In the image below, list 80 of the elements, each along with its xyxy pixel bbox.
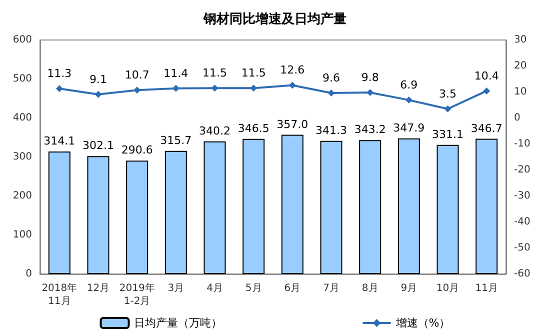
y2-tick-label: 10 xyxy=(514,86,527,98)
legend-label: 日均产量（万吨） xyxy=(134,316,222,330)
data-label: 10.4 xyxy=(474,69,499,82)
data-label: 11.5 xyxy=(202,66,227,80)
data-label: 11.5 xyxy=(241,66,266,80)
y2-tick-label: -20 xyxy=(514,164,530,176)
data-label: 9.6 xyxy=(322,72,340,85)
y-tick-label: 100 xyxy=(12,230,32,240)
data-label: 3.5 xyxy=(439,87,456,100)
bar xyxy=(359,140,382,274)
point xyxy=(56,85,63,92)
data-label: 314.1 xyxy=(44,134,76,148)
y-tick-label: 300 xyxy=(12,152,32,162)
data-label: 11.3 xyxy=(47,67,72,80)
y2-tick-label: -50 xyxy=(514,242,530,254)
bar xyxy=(48,152,70,274)
data-label: 6.9 xyxy=(400,78,418,92)
y2-tick-label: 0 xyxy=(514,112,520,124)
bar xyxy=(242,138,265,274)
y2-tick-label: 20 xyxy=(514,60,527,72)
chart-title: 钢材同比增速及日均产量 xyxy=(202,11,346,27)
bar xyxy=(281,134,304,274)
data-label: 357.0 xyxy=(276,118,308,131)
bar xyxy=(320,140,342,274)
data-label: 315.7 xyxy=(160,134,192,147)
data-label: 331.1 xyxy=(432,128,464,141)
y2-tick-label: -30 xyxy=(514,190,530,202)
x-tick-label: 3月 xyxy=(168,283,184,294)
bar xyxy=(436,144,459,274)
data-label: 11.4 xyxy=(164,66,188,80)
data-label: 290.6 xyxy=(121,144,153,157)
point xyxy=(134,86,141,94)
data-label: 302.1 xyxy=(82,139,114,152)
x-tick-label: 4月 xyxy=(206,283,223,294)
x-tick-label: 7月 xyxy=(323,283,340,294)
x-tick-label: 9月 xyxy=(400,283,418,294)
bar xyxy=(126,160,148,274)
point xyxy=(366,89,374,96)
bar xyxy=(476,138,498,274)
y-tick-label: 600 xyxy=(12,34,32,46)
bar xyxy=(164,150,187,274)
point xyxy=(405,96,412,104)
point xyxy=(94,90,102,98)
data-label: 346.7 xyxy=(470,122,502,135)
point xyxy=(444,105,452,112)
x-tick-label: 2018年 11月 xyxy=(42,282,78,307)
point xyxy=(172,84,180,92)
point xyxy=(211,84,218,92)
x-tick-label: 12月 xyxy=(86,283,110,294)
bar xyxy=(204,141,226,274)
legend-label: 增速（%） xyxy=(394,316,450,330)
y2-tick-label: -10 xyxy=(514,138,530,150)
data-label: 10.7 xyxy=(124,68,150,82)
x-tick-label: 8月 xyxy=(362,283,378,294)
x-tick-label: 5月 xyxy=(245,283,262,294)
x-tick-label: 10月 xyxy=(436,283,460,294)
y-tick-label: 200 xyxy=(12,190,32,202)
data-label: 9.1 xyxy=(90,72,107,86)
point xyxy=(328,90,335,97)
y2-tick-label: 30 xyxy=(514,34,527,46)
bar xyxy=(398,138,420,274)
data-label: 343.2 xyxy=(354,123,386,136)
point xyxy=(288,82,296,89)
data-label: 9.8 xyxy=(361,71,379,84)
data-label: 347.9 xyxy=(393,121,425,134)
y-tick-label: 400 xyxy=(12,112,32,124)
data-label: 12.6 xyxy=(280,64,305,77)
x-tick-label: 2019年 1-2月 xyxy=(119,282,155,307)
y2-tick-label: -60 xyxy=(514,268,530,280)
bar xyxy=(87,156,110,274)
y-tick-label: 500 xyxy=(12,74,32,84)
data-label: 346.5 xyxy=(238,122,270,135)
x-tick-label: 11月 xyxy=(475,283,498,294)
data-label: 340.2 xyxy=(199,124,230,138)
x-tick-label: 6月 xyxy=(284,283,301,294)
point xyxy=(483,87,490,94)
point xyxy=(250,84,258,92)
y2-tick-label: -40 xyxy=(514,216,530,228)
y-tick-label: 0 xyxy=(26,268,32,280)
data-label: 341.3 xyxy=(316,124,347,137)
